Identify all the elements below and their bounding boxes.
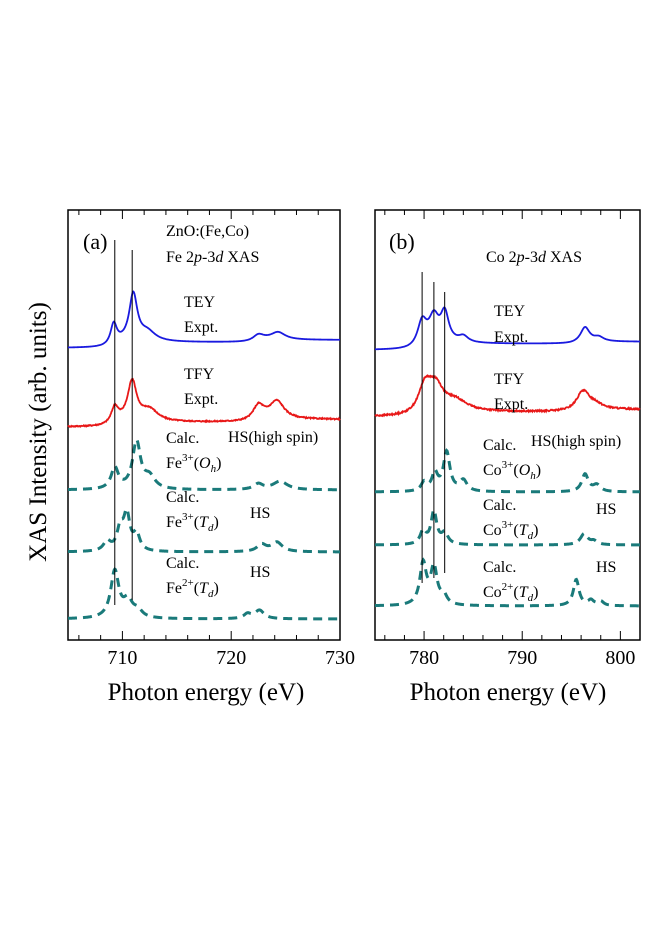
panel-b-calc1-spin: HS(high spin) bbox=[531, 433, 621, 450]
panel-b-calc2-ion: Co3+(Td) bbox=[483, 519, 538, 542]
x-tick-label: 710 bbox=[107, 647, 137, 669]
panel-b-calc2-spin: HS bbox=[596, 501, 616, 518]
panel-a-calc2-label: Calc. bbox=[166, 489, 199, 506]
panel-a-calc1-label: Calc. bbox=[166, 430, 199, 447]
panel-b-label: (b) bbox=[389, 229, 415, 254]
panel-b-title-line2: Co 2p-3d XAS bbox=[486, 249, 582, 266]
x-tick-label: 780 bbox=[409, 647, 439, 669]
series-tey-expt- bbox=[374, 306, 640, 351]
x-tick-label: 730 bbox=[325, 647, 355, 669]
panel-b-calc2-label: Calc. bbox=[483, 497, 516, 514]
panel-a-tey-label: TEY bbox=[184, 294, 216, 311]
series-calc-co2-td- bbox=[374, 557, 641, 608]
series-tfy-expt- bbox=[374, 374, 641, 418]
x-tick-label: 800 bbox=[605, 647, 635, 669]
y-axis-label: XAS Intensity (arb. units) bbox=[25, 302, 52, 562]
panel-b-calc3-label: Calc. bbox=[483, 559, 516, 576]
panel-b-calc3-ion: Co2+(Td) bbox=[483, 581, 538, 604]
panel-b-co: 780 790 800 (b) Co 2p-3d XAS TEY Expt. TFY… bbox=[374, 209, 641, 706]
panel-b-x-axis-label: Photon energy (eV) bbox=[410, 679, 607, 706]
series-calc-fe3-td- bbox=[67, 506, 340, 554]
series-calc-fe3-oh- bbox=[67, 437, 340, 492]
panel-b-reference-lines bbox=[421, 272, 446, 583]
panel-a-label: (a) bbox=[83, 229, 107, 254]
panel-a-reference-lines bbox=[114, 240, 133, 605]
panel-a-calc3-label: Calc. bbox=[166, 555, 199, 572]
panel-a-calc3-ion: Fe2+(Td) bbox=[166, 577, 219, 600]
x-tick-label: 790 bbox=[507, 647, 537, 669]
panel-a-frame bbox=[67, 209, 341, 641]
panel-a-x-axis-label: Photon energy (eV) bbox=[108, 679, 305, 706]
x-tick-label: 720 bbox=[216, 647, 246, 669]
panel-b-x-ticks: 780 790 800 bbox=[384, 210, 641, 669]
panel-a-curves bbox=[67, 290, 341, 621]
panel-a-calc2-spin: HS bbox=[250, 505, 270, 522]
panel-b-calc1-label: Calc. bbox=[483, 437, 516, 454]
panel-a-x-ticks: 710 720 730 bbox=[78, 210, 355, 669]
panel-b-tfy-label: TFY bbox=[494, 371, 525, 388]
panel-a-calc1-spin: HS(high spin) bbox=[228, 429, 318, 446]
panel-b-curves bbox=[374, 306, 641, 608]
panel-a-calc3-spin: HS bbox=[250, 564, 270, 581]
panel-a-tfy-expt-label: Expt. bbox=[184, 391, 218, 408]
series-calc-fe2-td- bbox=[67, 567, 340, 621]
panel-b-tfy-expt-label: Expt. bbox=[494, 396, 528, 413]
panel-a-calc1-ion: Fe3+(Oh) bbox=[166, 452, 221, 475]
panel-a-tfy-label: TFY bbox=[184, 366, 215, 383]
series-tey-expt- bbox=[67, 290, 341, 349]
panel-b-frame bbox=[374, 209, 641, 641]
panel-a-fe: 710 720 730 (a) ZnO:(Fe,Co) Fe 2p-3d XAS T… bbox=[67, 209, 355, 706]
panel-b-calc1-ion: Co3+(Oh) bbox=[483, 459, 541, 482]
series-calc-co3-oh- bbox=[374, 448, 640, 494]
panel-a-tey-expt-label: Expt. bbox=[184, 319, 218, 336]
panel-a-title-line1: ZnO:(Fe,Co) bbox=[166, 223, 249, 240]
panel-a-title-line2: Fe 2p-3d XAS bbox=[166, 249, 259, 266]
panel-b-tey-label: TEY bbox=[494, 303, 526, 320]
panel-b-tey-expt-label: Expt. bbox=[494, 329, 528, 346]
series-tfy-expt- bbox=[67, 377, 341, 428]
series-calc-co3-td- bbox=[375, 507, 640, 547]
panel-a-calc2-ion: Fe3+(Td) bbox=[166, 511, 219, 534]
panel-b-calc3-spin: HS bbox=[596, 559, 616, 576]
